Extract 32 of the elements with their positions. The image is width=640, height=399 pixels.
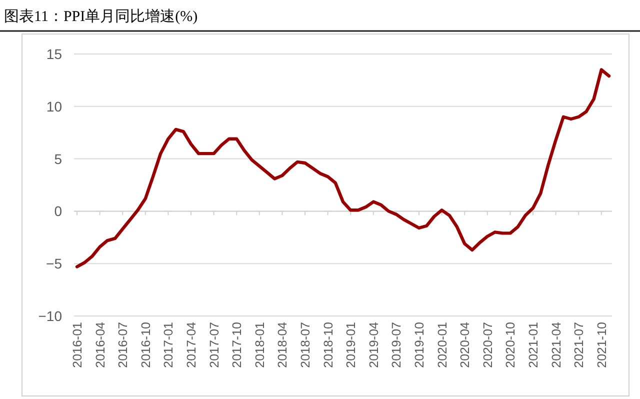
x-tick-label: 2020-10 [504,322,518,368]
y-tick-label: 0 [54,203,62,220]
x-tick-label: 2021-10 [594,322,609,368]
x-tick-label: 2021-07 [572,322,586,368]
x-tick-label: 2017-10 [230,322,244,368]
x-tick-label: 2018-10 [321,322,336,368]
x-tick-label: 2017-07 [207,322,222,368]
x-tick-label: 2021-04 [549,322,564,368]
x-tick-label: 2018-07 [298,322,312,368]
y-tick-label: −10 [38,308,62,324]
y-tick-label: 5 [54,150,62,167]
x-tick-label: 2019-07 [390,322,404,368]
x-tick-label: 2019-04 [366,322,381,368]
x-tick-label: 2018-01 [252,322,267,368]
x-tick-label: 2020-04 [458,322,472,368]
y-tick-label: −5 [46,256,62,272]
x-tick-label: 2019-01 [344,322,358,368]
x-tick-label: 2016-07 [116,322,130,368]
chart-title: 图表11：PPI单月同比增速(%) [4,8,198,25]
x-tick-label: 2018-04 [276,322,290,368]
x-tick-label: 2017-04 [184,322,198,368]
x-tick-label: 2016-10 [138,322,153,368]
x-tick-label: 2021-01 [526,322,540,368]
line-series [75,68,611,268]
x-tick-label: 2016-01 [70,322,84,368]
x-tick-label: 2020-07 [480,322,495,368]
x-tick-label: 2020-01 [435,322,450,368]
y-tick-label: 15 [46,46,62,62]
x-tick-label: 2019-10 [412,322,426,368]
y-tick-label: 10 [46,98,62,114]
x-tick-label: 2017-01 [162,322,176,368]
x-tick-label: 2016-04 [93,322,108,368]
